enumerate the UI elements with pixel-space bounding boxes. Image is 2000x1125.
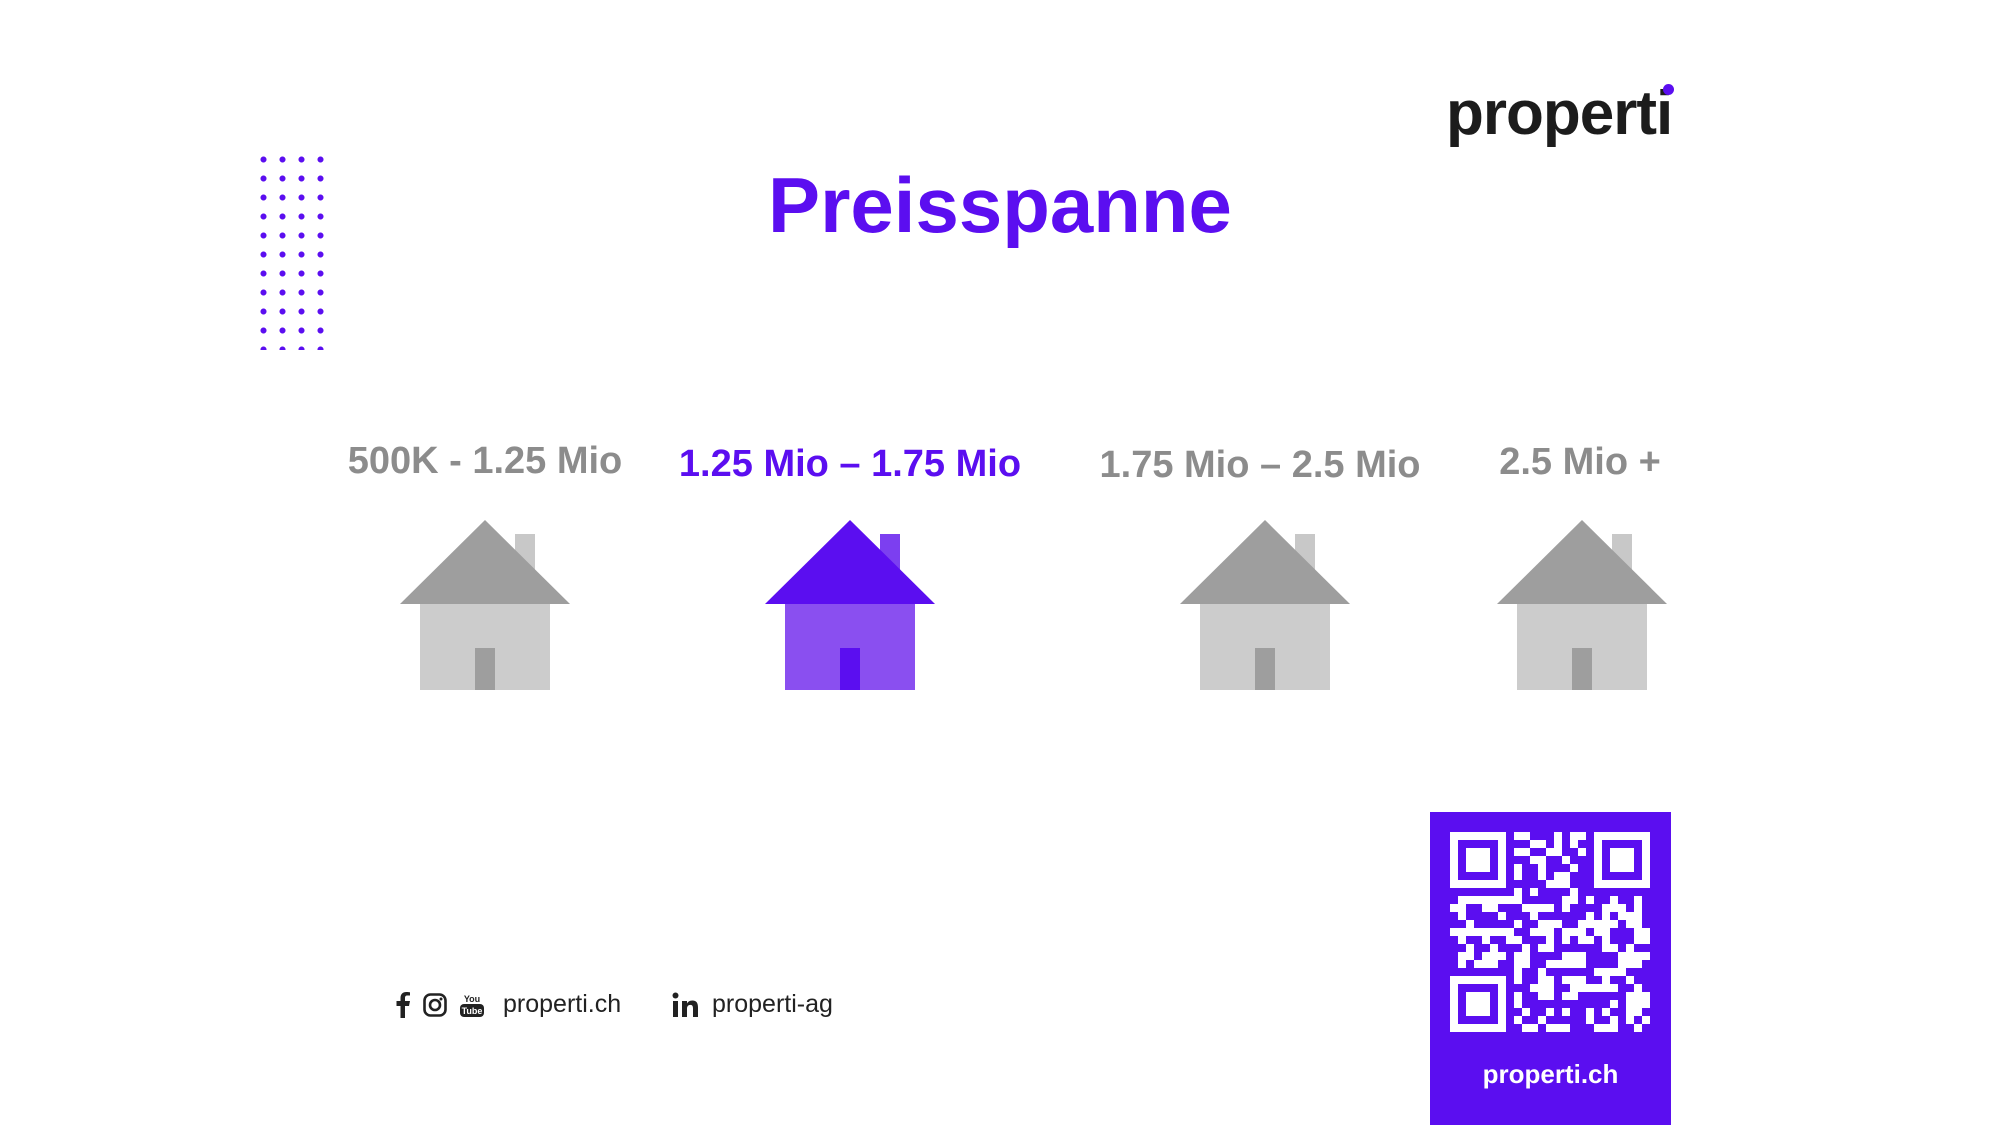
brand-logo-text: propert — [1446, 79, 1657, 148]
house-icon — [1180, 520, 1350, 690]
qr-label: properti.ch — [1482, 1059, 1619, 1089]
facebook-icon[interactable] — [395, 991, 411, 1018]
svg-text:Tube: Tube — [462, 1006, 483, 1016]
linkedin-link-group: properti-ag — [672, 990, 833, 1019]
price-range-label-1: 500K - 1.25 Mio — [347, 440, 623, 482]
youtube-icon[interactable]: You Tube — [459, 992, 485, 1018]
brand-logo-i: i — [1656, 79, 1673, 148]
page-title: Preisspanne — [768, 161, 1232, 249]
social-links: You Tube properti.ch — [395, 990, 621, 1019]
linkedin-handle[interactable]: properti-ag — [712, 990, 833, 1018]
qr-code-panel[interactable]: properti.ch — [1430, 812, 1671, 1125]
brand-logo: properti — [1446, 78, 1674, 149]
instagram-icon[interactable] — [423, 992, 447, 1017]
price-range-label-3: 1.75 Mio – 2.5 Mio — [1099, 444, 1421, 486]
house-icon-active — [765, 520, 935, 690]
website-link[interactable]: properti.ch — [503, 990, 622, 1018]
brand-logo-dot — [1663, 84, 1674, 95]
linkedin-icon[interactable] — [672, 992, 700, 1018]
price-range-label-4: 2.5 Mio + — [1499, 441, 1661, 483]
house-icon — [1497, 520, 1667, 690]
house-icon — [400, 520, 570, 690]
dot-grid-decoration — [254, 150, 324, 350]
price-range-label-2: 1.25 Mio – 1.75 Mio — [678, 443, 1022, 485]
svg-text:You: You — [464, 994, 480, 1004]
qr-code[interactable] — [1450, 832, 1650, 1032]
